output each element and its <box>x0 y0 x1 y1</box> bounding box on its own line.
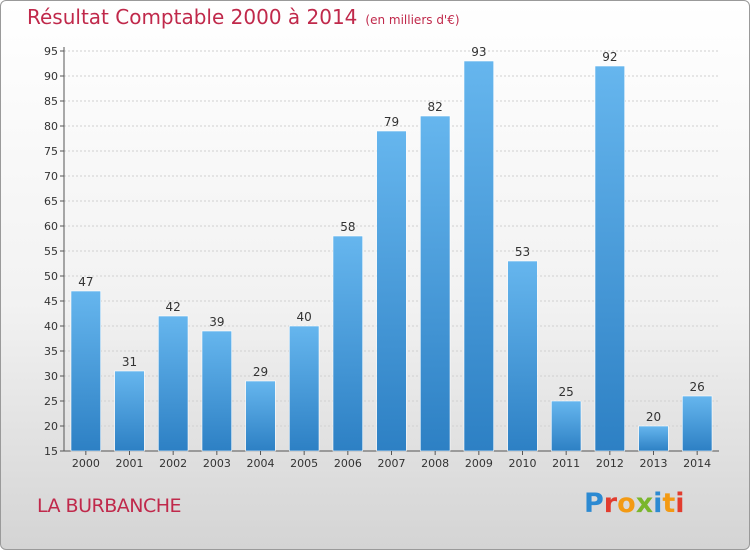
chart-title-text: Résultat Comptable 2000 à 2014 <box>27 5 358 29</box>
bar-2008 <box>420 115 451 452</box>
y-tick-label: 45 <box>44 295 58 308</box>
y-tick-label: 25 <box>44 395 58 408</box>
data-label-2010: 53 <box>515 245 530 259</box>
y-tick-label: 70 <box>44 170 58 183</box>
bar-2004 <box>245 380 276 452</box>
logo-letter: r <box>603 488 618 519</box>
x-tick-label-2003: 2003 <box>203 457 231 470</box>
logo-letter: x <box>635 488 654 519</box>
bar-2014 <box>682 395 713 452</box>
x-tick-label-2005: 2005 <box>290 457 318 470</box>
data-label-2013: 20 <box>646 410 661 424</box>
x-tick-label-2000: 2000 <box>72 457 100 470</box>
y-tick-label: 65 <box>44 195 58 208</box>
x-tick-label-2014: 2014 <box>683 457 711 470</box>
data-label-2007: 79 <box>384 115 399 129</box>
logo-letter: i <box>675 488 685 519</box>
y-tick-label: 75 <box>44 145 58 158</box>
y-tick-label: 80 <box>44 120 58 133</box>
y-tick-label: 35 <box>44 345 58 358</box>
data-label-2003: 39 <box>209 315 224 329</box>
commune-name: LA BURBANCHE <box>37 495 182 517</box>
x-tick-label-2002: 2002 <box>159 457 187 470</box>
x-tick-label-2012: 2012 <box>596 457 624 470</box>
x-tick-label-2011: 2011 <box>552 457 580 470</box>
y-tick-label: 85 <box>44 95 58 108</box>
bar-2011 <box>551 400 582 452</box>
data-label-2011: 25 <box>559 385 574 399</box>
bar-2000 <box>70 290 101 452</box>
logo-letter: i <box>653 488 663 519</box>
data-label-2002: 42 <box>166 300 181 314</box>
chart-title: Résultat Comptable 2000 à 2014 (en millie… <box>27 5 460 29</box>
logo-letter: t <box>662 488 676 519</box>
y-tick-label: 30 <box>44 370 58 383</box>
chart-subtitle: (en milliers d'€) <box>365 13 460 27</box>
data-label-2001: 31 <box>122 355 137 369</box>
data-label-2000: 47 <box>78 275 93 289</box>
y-tick-label: 55 <box>44 245 58 258</box>
x-tick-label-2006: 2006 <box>334 457 362 470</box>
x-tick-label-2009: 2009 <box>465 457 493 470</box>
x-tick-label-2013: 2013 <box>640 457 668 470</box>
x-tick-label-2010: 2010 <box>509 457 537 470</box>
data-label-2004: 29 <box>253 365 268 379</box>
data-label-2008: 82 <box>428 100 443 114</box>
x-tick-label-2004: 2004 <box>247 457 275 470</box>
bar-2009 <box>463 60 494 452</box>
logo-letter: o <box>617 488 636 519</box>
x-tick-label-2001: 2001 <box>116 457 144 470</box>
bar-2013 <box>638 425 669 452</box>
bar-2002 <box>158 315 189 452</box>
bar-2007 <box>376 130 407 452</box>
data-label-2006: 58 <box>340 220 355 234</box>
y-tick-label: 20 <box>44 420 58 433</box>
bar-2012 <box>594 65 625 452</box>
y-tick-label: 90 <box>44 70 58 83</box>
data-label-2009: 93 <box>471 45 486 59</box>
y-tick-label: 95 <box>44 45 58 58</box>
bar-2003 <box>201 330 232 452</box>
bar-2005 <box>289 325 320 452</box>
x-tick-label-2007: 2007 <box>378 457 406 470</box>
bar-2006 <box>332 235 363 452</box>
bar-2001 <box>114 370 145 452</box>
data-label-2012: 92 <box>602 50 617 64</box>
x-tick-label-2008: 2008 <box>421 457 449 470</box>
proxiti-logo[interactable]: Proxiti <box>584 488 685 519</box>
data-label-2005: 40 <box>297 310 312 324</box>
bar-2010 <box>507 260 538 452</box>
y-tick-label: 40 <box>44 320 58 333</box>
logo-letter: P <box>584 488 604 519</box>
y-tick-label: 60 <box>44 220 58 233</box>
data-label-2014: 26 <box>690 380 705 394</box>
y-tick-label: 50 <box>44 270 58 283</box>
y-tick-label: 15 <box>44 445 58 458</box>
